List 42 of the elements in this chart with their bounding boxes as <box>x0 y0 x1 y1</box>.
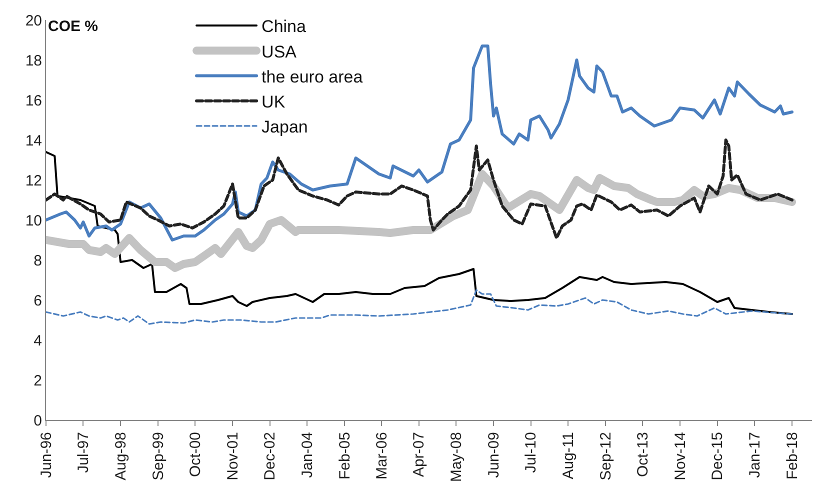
x-tick-label: Jun-09 <box>485 432 502 478</box>
y-tick-label: 6 <box>34 292 42 310</box>
x-tick-label: Feb-18 <box>784 432 801 480</box>
y-tick-label: 18 <box>25 52 42 70</box>
y-tick-label: 4 <box>34 332 42 350</box>
x-tick-label: Nov-01 <box>224 432 242 480</box>
x-tick-label: May-08 <box>448 432 466 482</box>
x-tick-label: Oct-00 <box>187 432 204 478</box>
y-tick-label: 16 <box>25 92 42 110</box>
x-tick-label: Jul-97 <box>75 432 92 473</box>
legend-label: the euro area <box>262 67 364 86</box>
legend-label: Japan <box>262 118 308 137</box>
legend-label: UK <box>262 92 286 112</box>
x-tick-label: Feb-05 <box>336 432 354 480</box>
legend-label: USA <box>262 42 298 62</box>
x-tick-label: Aug-11 <box>560 432 577 480</box>
y-tick-label: 8 <box>34 252 42 270</box>
line-series <box>46 44 794 242</box>
y-tick-label: 12 <box>25 172 42 190</box>
y-tick-label: 10 <box>25 212 42 230</box>
x-tick-label: Jun-96 <box>38 432 55 478</box>
x-tick-label: Jan-04 <box>298 432 316 478</box>
x-tick-label: Mar-06 <box>373 432 390 480</box>
x-tick-label: Dec-15 <box>709 432 726 480</box>
y-tick-label: 0 <box>34 412 42 430</box>
x-tick-label: Nov-14 <box>672 432 689 480</box>
y-tick-label: 20 <box>25 12 42 30</box>
x-tick-label: Apr-07 <box>410 432 428 478</box>
x-tick-label: Sep-12 <box>597 432 614 480</box>
x-tick-label: Dec-02 <box>262 432 279 480</box>
x-tick-label: Oct-13 <box>634 432 652 478</box>
y-tick-label: 14 <box>25 132 42 150</box>
line-series <box>46 151 794 315</box>
x-tick-label: Jan-17 <box>746 432 764 478</box>
line-series <box>46 289 793 325</box>
legend-label: China <box>262 17 307 36</box>
y-axis-title: COE % <box>48 18 98 35</box>
x-tick-label: Sep-99 <box>150 432 167 480</box>
line-series <box>46 138 794 240</box>
x-tick-label: Jul-10 <box>522 432 540 473</box>
y-tick-label: 2 <box>34 372 42 390</box>
x-tick-label: Aug-98 <box>112 432 130 480</box>
